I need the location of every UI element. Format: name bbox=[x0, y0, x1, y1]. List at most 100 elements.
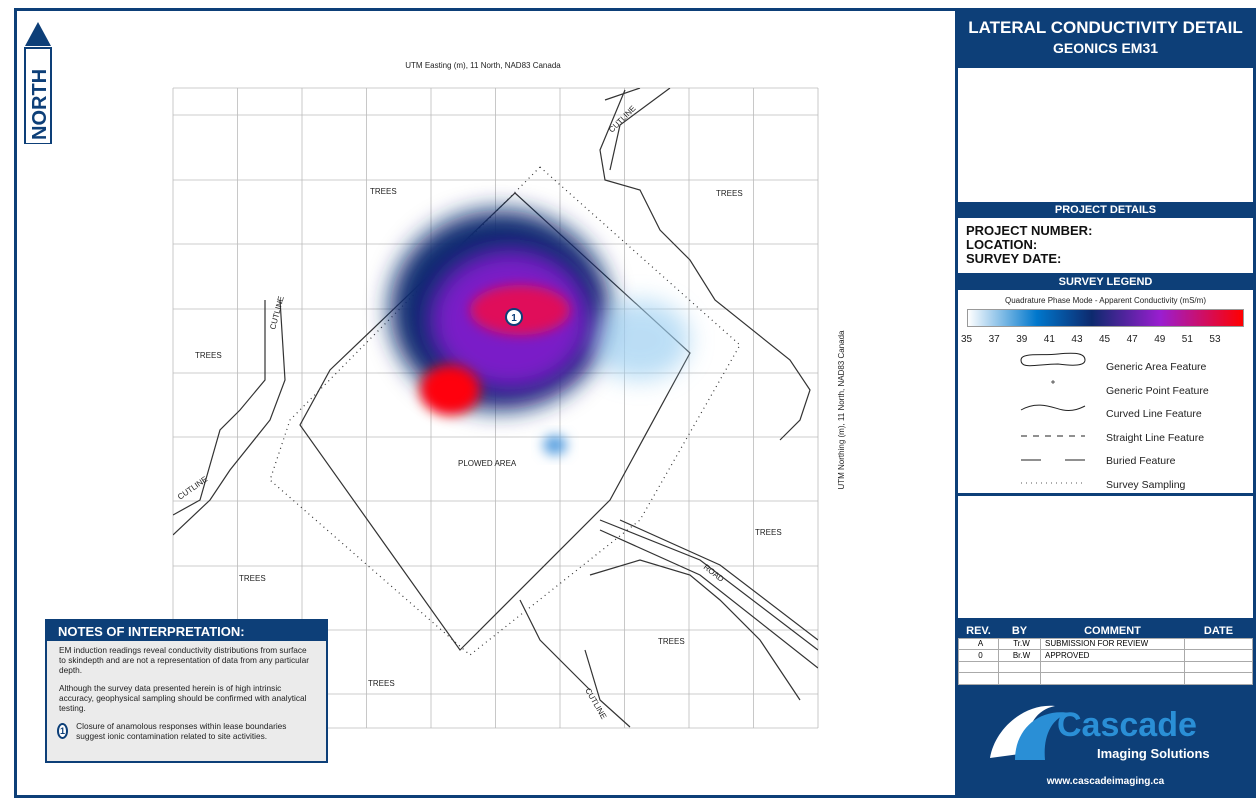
legend-item-label: Buried Feature bbox=[1106, 455, 1176, 467]
notes-title: NOTES OF INTERPRETATION: bbox=[47, 621, 326, 641]
label-plowed-area: PLOWED AREA bbox=[458, 459, 517, 468]
anomaly-marker bbox=[505, 308, 523, 326]
wave-logo-icon bbox=[990, 705, 1070, 760]
legend-item: Straight Line Feature bbox=[958, 429, 1253, 449]
label-cutline: CUTLINE bbox=[268, 295, 286, 330]
revision-cell bbox=[1184, 649, 1253, 662]
label-trees: TREES bbox=[658, 637, 685, 646]
notes-paragraph: EM induction readings reveal conductivit… bbox=[59, 645, 309, 675]
revision-header: DATE bbox=[1184, 626, 1253, 638]
colorbar-tick: 47 bbox=[1126, 334, 1138, 345]
north-arrow-icon: NORTH bbox=[24, 22, 52, 144]
revision-cell: Br.W bbox=[998, 649, 1041, 662]
legend-symbols bbox=[1020, 352, 1086, 484]
revision-cell bbox=[1184, 660, 1253, 673]
label-cutline: CUTLINE bbox=[607, 104, 638, 135]
survey-date: SURVEY DATE: bbox=[966, 251, 1062, 266]
cascade-logo: Cascade Imaging Solutions bbox=[985, 698, 1245, 768]
legend-item: Generic Area Feature bbox=[958, 358, 1253, 378]
legend-item-label: Generic Area Feature bbox=[1106, 361, 1207, 373]
anomaly-marker-badge: 1 bbox=[57, 723, 69, 739]
revision-row bbox=[958, 672, 1253, 685]
anomaly-marker-label: 1 bbox=[511, 313, 517, 324]
colorbar-tick: 37 bbox=[988, 334, 1000, 345]
road bbox=[599, 519, 818, 669]
revision-cell bbox=[1040, 660, 1185, 673]
revision-cell: APPROVED bbox=[1040, 649, 1185, 662]
project-details: PROJECT NUMBER: LOCATION: SURVEY DATE: bbox=[958, 218, 1253, 273]
label-trees: TREES bbox=[755, 528, 782, 537]
legend-item: Buried Feature bbox=[958, 452, 1253, 472]
trees-boundary-s bbox=[519, 559, 801, 728]
revision-cell bbox=[998, 672, 1041, 685]
panel-subtitle: GEONICS EM31 bbox=[1052, 40, 1159, 56]
legend-item: Generic Point Feature bbox=[958, 382, 1253, 402]
y-axis-label: UTM Northing (m), 11 North, NAD83 Canada bbox=[837, 330, 846, 490]
colorbar-tick: 41 bbox=[1043, 334, 1055, 345]
colorbar bbox=[967, 309, 1244, 327]
notes-paragraph: Although the survey data presented herei… bbox=[59, 683, 307, 713]
revision-cell: 0 bbox=[958, 649, 999, 662]
area-feature-icon bbox=[1020, 352, 1086, 367]
colorbar-tick: 45 bbox=[1099, 334, 1111, 345]
colorbar-tick: 43 bbox=[1071, 334, 1083, 345]
point-feature-icon bbox=[1051, 380, 1055, 384]
curved-line-icon bbox=[1020, 404, 1086, 411]
label-trees: TREES bbox=[716, 189, 743, 198]
revision-row bbox=[958, 660, 1253, 673]
conductivity-heatmap bbox=[390, 210, 690, 455]
blank-box bbox=[958, 496, 1253, 618]
legend-item-label: Curved Line Feature bbox=[1106, 408, 1202, 420]
label-trees: TREES bbox=[368, 679, 395, 688]
revision-header: BY bbox=[998, 626, 1041, 638]
title-block: LATERAL CONDUCTIVITY DETAIL GEONICS EM31… bbox=[955, 8, 1256, 798]
project-details-header: PROJECT DETAILS bbox=[1054, 204, 1157, 216]
legend-item-label: Generic Point Feature bbox=[1106, 384, 1209, 397]
revision-cell bbox=[958, 672, 999, 685]
label-trees: TREES bbox=[370, 187, 397, 196]
colorbar-tick: 51 bbox=[1181, 334, 1193, 345]
revision-cell bbox=[1184, 637, 1253, 650]
cutline-ne bbox=[599, 88, 811, 441]
notes-paragraph: Closure of anamolous responses within le… bbox=[76, 721, 287, 741]
map-canvas: 1 UTM Easting (m), 11 North, NAD83 Canad… bbox=[172, 61, 846, 729]
revision-cell: Tr.W bbox=[998, 637, 1041, 650]
notes-of-interpretation: NOTES OF INTERPRETATION: EM induction re… bbox=[45, 619, 328, 763]
x-axis-label: UTM Easting (m), 11 North, NAD83 Canada bbox=[405, 61, 561, 70]
colorbar-tick: 49 bbox=[1154, 334, 1166, 345]
revision-cell bbox=[998, 660, 1041, 673]
legend-item-label: Straight Line Feature bbox=[1106, 431, 1205, 444]
revision-cell bbox=[1040, 672, 1185, 685]
project-number: PROJECT NUMBER: bbox=[966, 223, 1093, 238]
blank-box bbox=[958, 68, 1253, 202]
revision-cell bbox=[1184, 672, 1253, 685]
label-cutline: CUTLINE bbox=[176, 475, 209, 502]
cutline-w bbox=[173, 299, 286, 536]
location: LOCATION: bbox=[966, 237, 1038, 252]
revision-header: REV. bbox=[958, 626, 999, 638]
revision-row: 0 Br.W APPROVED bbox=[958, 649, 1253, 662]
survey-sampling-area bbox=[269, 166, 741, 656]
legend-item: Curved Line Feature bbox=[958, 405, 1253, 425]
survey-legend: Quadrature Phase Mode - Apparent Conduct… bbox=[958, 290, 1253, 493]
revision-header: COMMENT bbox=[1040, 626, 1185, 638]
lease-boundary bbox=[299, 192, 691, 651]
website-link[interactable]: www.cascadeimaging.ca bbox=[1046, 776, 1165, 787]
colorbar-tick: 35 bbox=[961, 334, 973, 345]
revision-row: A Tr.W SUBMISSION FOR REVIEW bbox=[958, 637, 1253, 650]
north-label: NORTH bbox=[29, 69, 51, 140]
revision-cell: SUBMISSION FOR REVIEW bbox=[1040, 637, 1185, 650]
colorbar-tick: 53 bbox=[1209, 334, 1221, 345]
logo-tagline: Imaging Solutions bbox=[1097, 746, 1210, 761]
revision-table: REV. BY COMMENT DATE A Tr.W SUBMISSION FOR RE… bbox=[958, 626, 1253, 685]
revision-cell bbox=[958, 660, 999, 673]
logo-name: Cascade bbox=[1057, 706, 1197, 744]
label-trees: TREES bbox=[195, 351, 222, 360]
revision-cell: A bbox=[958, 637, 999, 650]
colorbar-tick: 39 bbox=[1016, 334, 1028, 345]
legend-item: Survey Sampling bbox=[958, 476, 1253, 496]
survey-legend-header: SURVEY LEGEND bbox=[1058, 276, 1153, 288]
colorbar-title: Quadrature Phase Mode - Apparent Conduct… bbox=[1005, 296, 1206, 305]
label-trees: TREES bbox=[239, 574, 266, 583]
panel-title: LATERAL CONDUCTIVITY DETAIL bbox=[968, 18, 1243, 37]
